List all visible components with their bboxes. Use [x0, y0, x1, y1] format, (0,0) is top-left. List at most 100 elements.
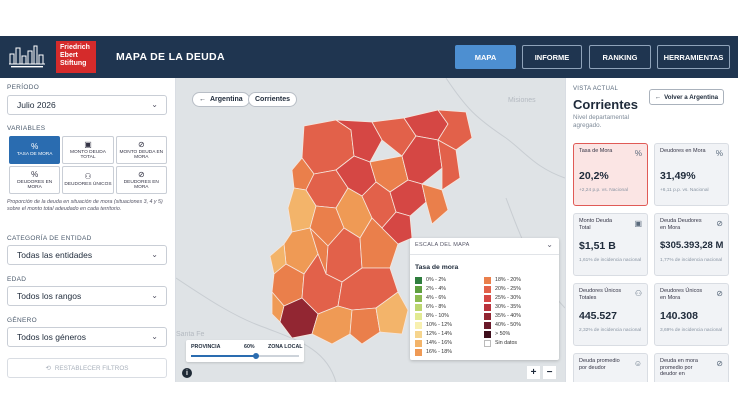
legend-swatch [484, 339, 491, 347]
bg-label-santa-fe: Santa Fe [176, 331, 205, 338]
bg-label-misiones: Misiones [508, 97, 536, 104]
age-select[interactable]: Todos los rangos ⌄ [7, 286, 167, 306]
legend-item: 4% - 6% [415, 294, 446, 302]
info-icon[interactable]: i [182, 368, 192, 378]
department-region[interactable] [381, 211, 413, 245]
reset-filters-button[interactable]: ⟲ RESTABLECER FILTROS [7, 358, 167, 378]
legend-label: 4% - 6% [426, 295, 447, 301]
legend-swatch [415, 348, 422, 356]
zoom-out-button[interactable]: − [543, 366, 556, 379]
variable-description: Proporción de la deuda en situación de m… [7, 199, 163, 212]
card-title: Tasa de Mora [579, 148, 613, 154]
corrientes-departments [269, 109, 473, 345]
legend-swatch [415, 303, 422, 311]
variable-deudores-en-mora-pct[interactable]: % DEUDORES EN MORA [9, 166, 61, 194]
foundation-logo: Friedrich Ebert Stiftung [56, 41, 96, 73]
map-legend: ESCALA DEL MAPA ⌄ Tasa de mora 0% - 2% 2%… [410, 238, 559, 360]
gender-label: GÉNERO [7, 317, 37, 324]
variable-deudores-en-mora[interactable]: ⊘ DEUDORES EN MORA [115, 166, 167, 194]
legend-label: 35% - 40% [495, 313, 521, 319]
legend-item: 40% - 50% [484, 321, 521, 329]
card-value: 140.308 [660, 310, 698, 322]
breadcrumb-argentina[interactable]: ← Argentina [192, 92, 250, 107]
period-select[interactable]: Julio 2026 ⌄ [7, 95, 167, 115]
legend-label: 14% - 16% [426, 340, 452, 346]
breadcrumb-corrientes[interactable]: Corrientes [248, 92, 298, 107]
entity-select[interactable]: Todas las entidades ⌄ [7, 245, 167, 265]
back-arrow-icon: ← [199, 96, 206, 103]
chevron-down-icon[interactable]: ⌄ [546, 240, 553, 249]
card-monto-deuda-total: Monto Deuda Total ▣ $1,51 B 1,61% de inc… [573, 213, 648, 276]
department-region[interactable] [437, 139, 461, 191]
card-deudores-unicos-totales: Deudores Únicos Totales ⚇ 445.527 2,32% … [573, 283, 648, 346]
legend-label: 40% - 50% [495, 322, 521, 328]
variable-label: DEUDORES EN MORA [123, 179, 159, 191]
level-slider[interactable]: PROVINCIA 60% ZONA LOCAL [186, 340, 304, 362]
legend-label: 20% - 25% [495, 286, 521, 292]
age-label: EDAD [7, 276, 27, 283]
nav-tab-informe[interactable]: INFORME [522, 45, 582, 69]
department-region[interactable] [421, 183, 449, 225]
card-deuda-promedio: Deuda promedio por deudor ☺ [573, 353, 648, 382]
nav-tab-ranking[interactable]: RANKING [589, 45, 651, 69]
zoom-in-button[interactable]: + [527, 366, 540, 379]
legend-swatch [484, 312, 491, 320]
slider-handle[interactable] [253, 353, 259, 359]
card-sub: +2,24 p.p. vs. Nacional [579, 188, 628, 193]
slider-left-label: PROVINCIA [191, 344, 221, 350]
legend-item: Sin datos [484, 339, 517, 347]
card-tasa-de-mora: Tasa de Mora % 20,2% +2,24 p.p. vs. Naci… [573, 143, 648, 206]
legend-label: 8% - 10% [426, 313, 449, 319]
legend-item: 0% - 2% [415, 276, 446, 284]
age-value: Todos los rangos [17, 291, 82, 301]
chevron-down-icon: ⌄ [151, 291, 158, 300]
people-off-icon: ⊘ [137, 169, 145, 179]
reset-icon: ⟲ [45, 364, 51, 372]
back-to-argentina-button[interactable]: ← Volver a Argentina [649, 89, 724, 105]
department-region[interactable] [349, 307, 381, 345]
legend-swatch [415, 294, 422, 302]
choropleth-map: Misiones Santa Fe [176, 78, 565, 382]
nav-tab-mapa[interactable]: MAPA [455, 45, 516, 69]
variable-label: MONTO DEUDA TOTAL [70, 149, 106, 161]
user-icon: ☺ [633, 359, 642, 368]
legend-label: 16% - 18% [426, 349, 452, 355]
view-eyebrow: VISTA ACTUAL [573, 86, 619, 92]
map-area[interactable]: Misiones Santa Fe [176, 78, 565, 382]
legend-item: 20% - 25% [484, 285, 521, 293]
legend-item: 35% - 40% [484, 312, 521, 320]
summary-panel: VISTA ACTUAL Corrientes Nivel departamen… [565, 78, 738, 382]
card-title: Deudores en Mora [660, 148, 706, 154]
legend-item: 18% - 20% [484, 276, 521, 284]
legend-swatch [415, 312, 422, 320]
variables-grid: % TASA DE MORA ▣ MONTO DEUDA TOTAL ⊘ MON… [9, 136, 167, 194]
variable-monto-deuda-total[interactable]: ▣ MONTO DEUDA TOTAL [62, 136, 114, 164]
gender-select[interactable]: Todos los géneros ⌄ [7, 327, 167, 347]
card-sub: 3,69% de incidencia nacional [660, 328, 723, 333]
card-title: Deuda promedio por deudor [579, 358, 620, 371]
card-sub: 1,77% de incidencia nacional [660, 258, 723, 263]
card-title: Deuda Deudores en Mora [660, 218, 702, 231]
department-region[interactable] [375, 291, 409, 335]
card-title: Monto Deuda Total [579, 218, 613, 231]
legend-item: > 50% [484, 330, 510, 338]
people-icon: ⚇ [634, 289, 642, 298]
percent-icon: % [31, 142, 39, 152]
legend-label: 0% - 2% [426, 277, 447, 283]
chevron-down-icon: ⌄ [151, 100, 158, 109]
header-bar: Friedrich Ebert Stiftung MAPA DE LA DEUD… [0, 36, 738, 78]
gender-value: Todos los géneros [17, 332, 86, 342]
filter-panel: PERÍODO Julio 2026 ⌄ VARIABLES % TASA DE… [0, 78, 176, 382]
variables-label: VARIABLES [7, 125, 46, 132]
variable-monto-deuda-en-mora[interactable]: ⊘ MONTO DEUDA EN MORA [115, 136, 167, 164]
variable-tasa-de-mora[interactable]: % TASA DE MORA [9, 136, 61, 164]
variable-deudores-unicos[interactable]: ⚇ DEUDORES ÚNICOS [62, 166, 114, 194]
region-title: Corrientes [573, 97, 639, 112]
legend-item: 16% - 18% [415, 348, 452, 356]
legend-swatch [484, 294, 491, 302]
nav-tab-herramientas[interactable]: HERRAMIENTAS [657, 45, 730, 69]
money-icon: ▣ [84, 139, 92, 149]
legend-item: 8% - 10% [415, 312, 449, 320]
legend-divider [410, 254, 559, 255]
entity-value: Todas las entidades [17, 250, 93, 260]
